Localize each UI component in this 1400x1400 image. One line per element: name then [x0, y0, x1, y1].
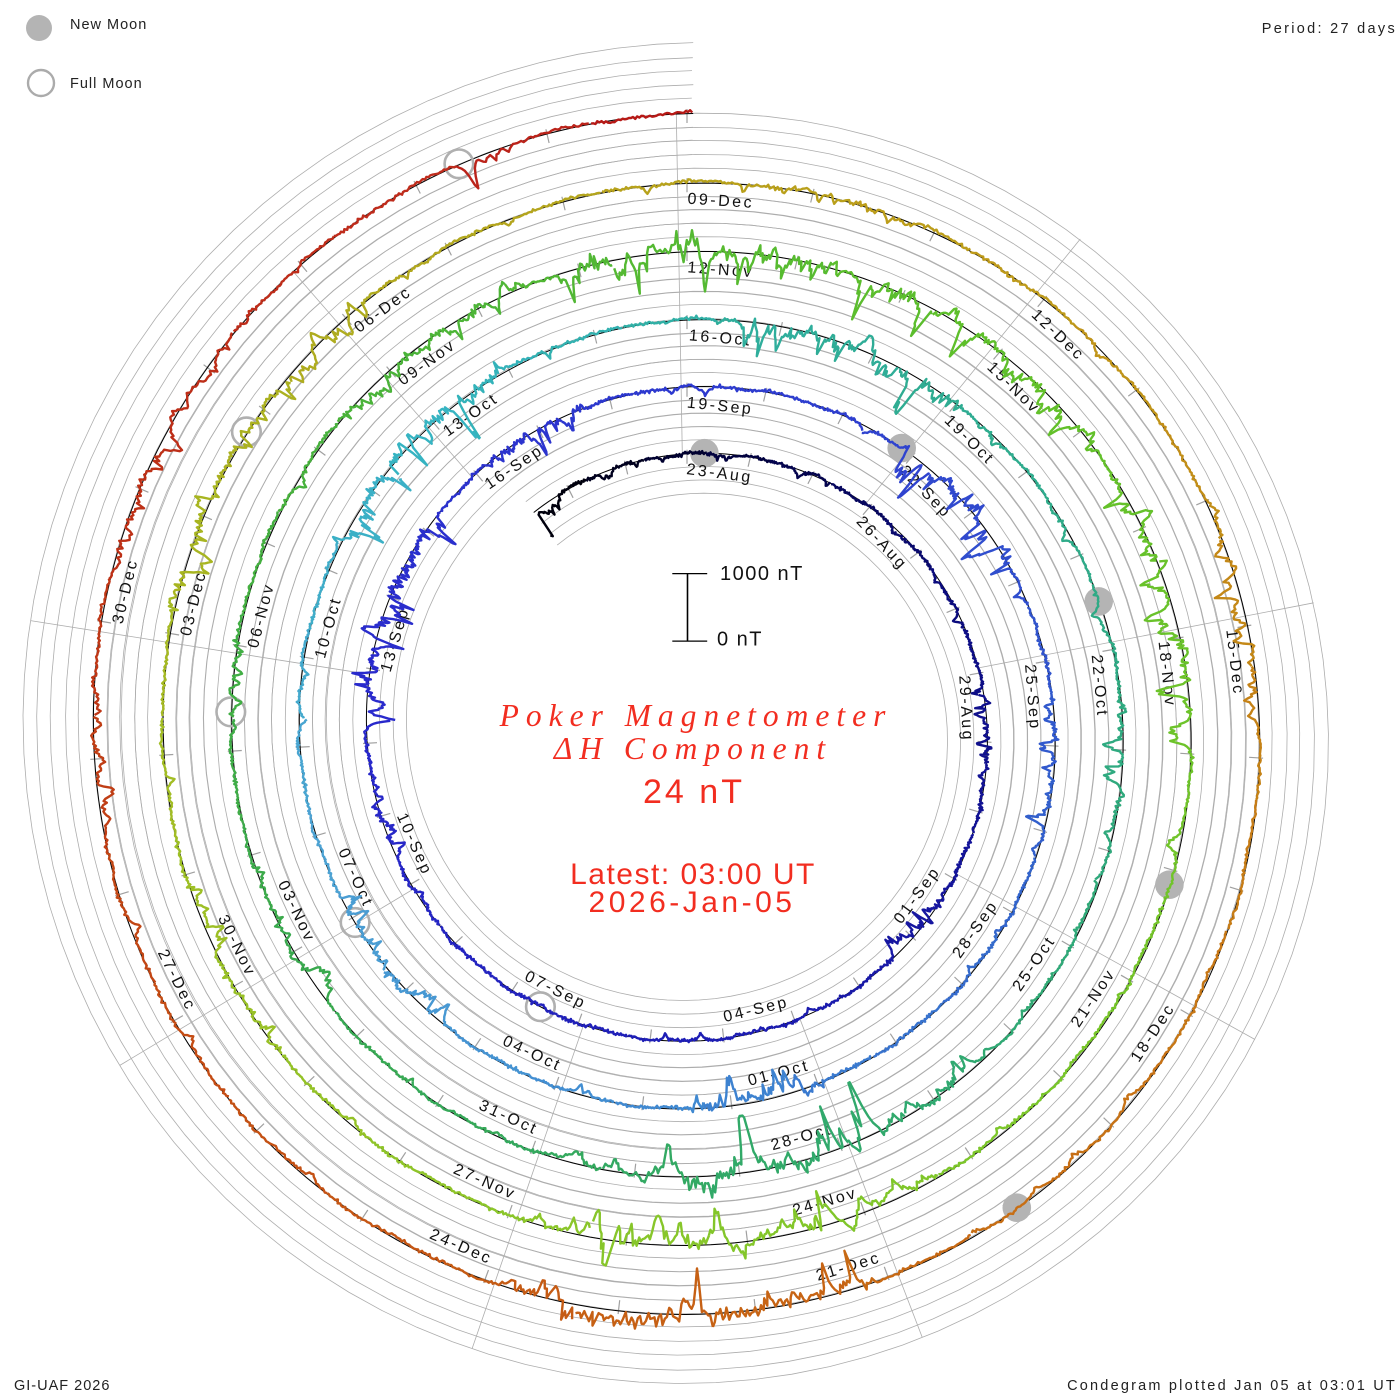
- svg-text:Full Moon: Full Moon: [70, 76, 143, 92]
- svg-text:22-Oct: 22-Oct: [1088, 654, 1111, 718]
- svg-text:Period: 27 days: Period: 27 days: [1262, 21, 1397, 37]
- svg-text:GI-UAF 2026: GI-UAF 2026: [14, 1378, 110, 1394]
- svg-text:Condegram plotted Jan 05 at 03: Condegram plotted Jan 05 at 03:01 UT: [1067, 1378, 1397, 1394]
- svg-text:ΔH Component: ΔH Component: [552, 731, 832, 766]
- svg-text:29-Aug: 29-Aug: [955, 675, 976, 742]
- svg-text:16-Oct: 16-Oct: [688, 327, 752, 349]
- svg-text:New Moon: New Moon: [70, 17, 147, 33]
- svg-text:2026-Jan-05: 2026-Jan-05: [589, 886, 796, 919]
- svg-text:0 nT: 0 nT: [717, 629, 763, 651]
- svg-text:Poker Magnetometer: Poker Magnetometer: [499, 698, 893, 733]
- svg-text:25-Sep: 25-Sep: [1021, 664, 1043, 732]
- svg-text:Latest: 03:00 UT: Latest: 03:00 UT: [570, 858, 816, 891]
- svg-text:24 nT: 24 nT: [643, 773, 745, 811]
- svg-text:19-Sep: 19-Sep: [686, 395, 754, 419]
- svg-text:09-Dec: 09-Dec: [687, 191, 755, 212]
- svg-text:1000 nT: 1000 nT: [720, 563, 804, 585]
